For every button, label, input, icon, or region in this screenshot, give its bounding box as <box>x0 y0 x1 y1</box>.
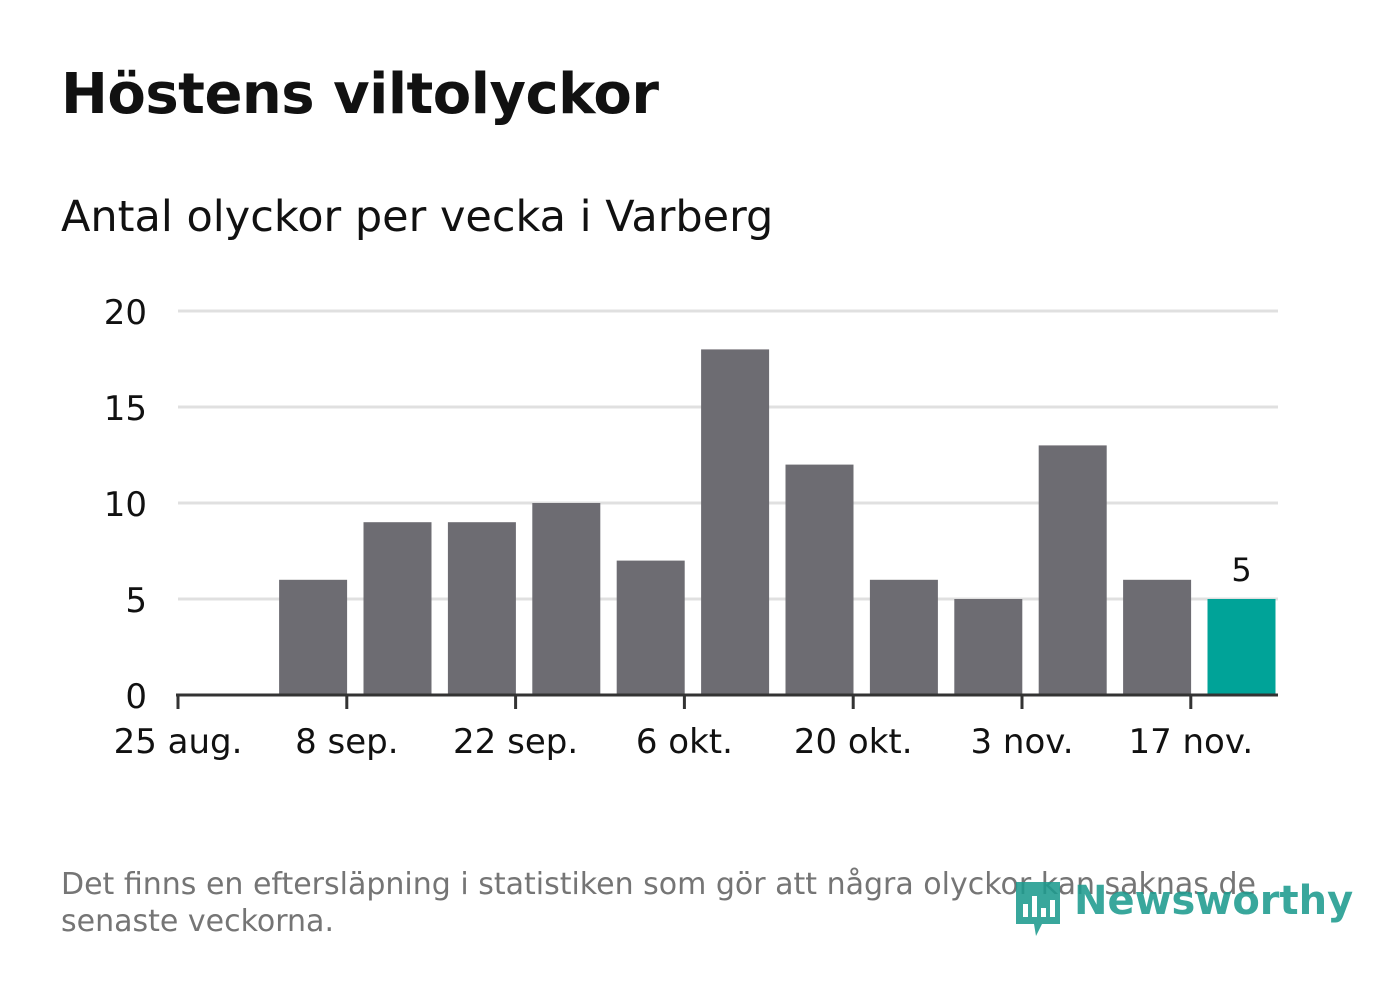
logo-text: Newsworthy <box>1074 878 1354 924</box>
x-tick-label: 20 okt. <box>794 722 913 762</box>
y-axis-tick-labels: 0 5 10 15 20 <box>104 293 147 717</box>
newsworthy-logo: Newsworthy <box>1012 878 1353 940</box>
y-tick-label: 5 <box>125 581 147 621</box>
x-tick-label: 22 sep. <box>453 722 578 762</box>
x-tick-label: 25 aug. <box>114 722 243 762</box>
bar-29-sep <box>616 560 685 695</box>
x-tick-label: 17 nov. <box>1128 722 1253 762</box>
y-tick-label: 15 <box>104 389 147 429</box>
bar-8-sep <box>363 522 432 695</box>
bar-6-okt <box>701 349 770 695</box>
bar-chart: 0 5 10 15 20 25 aug. 8 sep. 22 sep. 6 okt. 20 ok… <box>104 293 1278 762</box>
newsworthy-chart-bubble-icon <box>1016 882 1060 936</box>
bar-15-sep <box>447 522 516 695</box>
x-tick-label: 6 okt. <box>636 722 733 762</box>
y-tick-label: 0 <box>125 677 147 717</box>
x-tick-label: 3 nov. <box>970 722 1073 762</box>
bar-1-sep <box>279 579 348 695</box>
y-tick-label: 10 <box>104 485 147 525</box>
x-tick-label: 8 sep. <box>295 722 398 762</box>
bar-17-nov <box>1207 599 1276 695</box>
bar-20-okt <box>869 579 938 695</box>
bar-27-okt <box>954 599 1023 695</box>
x-axis <box>176 693 1278 709</box>
bars <box>279 349 1276 695</box>
bar-10-nov <box>1123 579 1192 695</box>
data-labels: 5 <box>1231 551 1251 589</box>
bar-13-okt <box>785 464 854 695</box>
bar-22-sep <box>532 503 601 695</box>
y-tick-label: 20 <box>104 293 147 333</box>
data-label: 5 <box>1231 551 1251 589</box>
chart-title: Höstens viltolyckor <box>61 62 659 127</box>
x-axis-tick-labels: 25 aug. 8 sep. 22 sep. 6 okt. 20 okt. 3 nov. 1… <box>114 722 1254 762</box>
chart-subtitle: Antal olyckor per vecka i Varberg <box>61 192 774 242</box>
bar-3-nov <box>1038 445 1107 695</box>
